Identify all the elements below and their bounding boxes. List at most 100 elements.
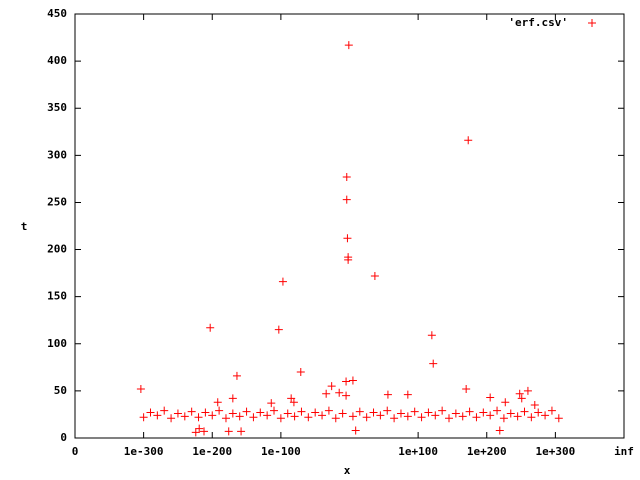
point [342,173,351,182]
y-tick-label: 300 [47,148,67,161]
point [136,385,145,394]
point [194,413,203,422]
point [417,413,426,422]
point [327,382,336,391]
y-tick-label: 100 [47,337,67,350]
point [458,412,467,421]
point [472,413,481,422]
point [369,408,378,417]
x-tick-label: 1e-100 [261,445,301,458]
point [256,408,265,417]
point [270,406,279,415]
point [195,424,204,433]
point [527,413,536,422]
point [493,406,502,415]
point [348,412,357,421]
point [296,368,305,377]
point [513,412,522,421]
point [191,428,200,437]
point [344,255,353,264]
point [187,407,196,416]
point [383,390,392,399]
plot-border [74,13,625,439]
point [249,413,258,422]
point [146,408,155,417]
point [523,386,532,395]
point [541,411,550,420]
point [465,407,474,416]
point [424,408,433,417]
point [208,411,217,420]
point [429,359,438,368]
point [206,323,215,332]
x-tick-label: 1e-200 [192,445,232,458]
point [276,414,285,423]
point [324,406,333,415]
point [201,408,210,417]
point [410,407,419,416]
x-axis-label: x [344,464,351,477]
point [486,393,495,402]
point [221,414,230,423]
point [290,412,299,421]
point [278,277,287,286]
point [139,413,148,422]
point [215,406,224,415]
point [283,409,292,418]
point [237,427,246,436]
point [167,414,176,423]
point [318,411,327,420]
point [335,388,344,397]
point [213,398,222,407]
point [263,411,272,420]
x-tick-label: 0 [72,445,79,458]
point [438,406,447,415]
legend-label: 'erf.csv' [508,16,568,29]
y-tick-label: 250 [47,195,67,208]
point [462,385,471,394]
point [331,414,340,423]
point [343,234,352,243]
point [274,325,283,334]
point [390,414,399,423]
point [486,411,495,420]
point [520,407,529,416]
point [431,411,440,420]
point [344,41,353,50]
point [153,411,162,420]
point [396,409,405,418]
point [554,414,563,423]
point [338,409,347,418]
point [180,412,189,421]
legend-marker [588,19,596,27]
x-tick-label: 1e+100 [398,445,438,458]
point [232,371,241,380]
point [351,426,360,435]
point [547,406,556,415]
point [304,413,313,422]
point [297,407,306,416]
x-tick-label: inf [614,445,634,458]
point [451,409,460,418]
x-tick-label: 1e+300 [536,445,576,458]
point [348,376,357,385]
point [267,399,276,408]
point [445,414,454,423]
point [479,408,488,417]
point [495,426,504,435]
point [235,412,244,421]
point [173,409,182,418]
x-tick-label: 1e-300 [124,445,164,458]
point [342,377,351,386]
point [160,406,169,415]
point [464,136,473,145]
point [242,407,251,416]
point [530,401,539,410]
point [342,195,351,204]
y-tick-label: 400 [47,54,67,67]
point [515,389,524,398]
point [501,398,510,407]
point [403,390,412,399]
point [534,408,543,417]
